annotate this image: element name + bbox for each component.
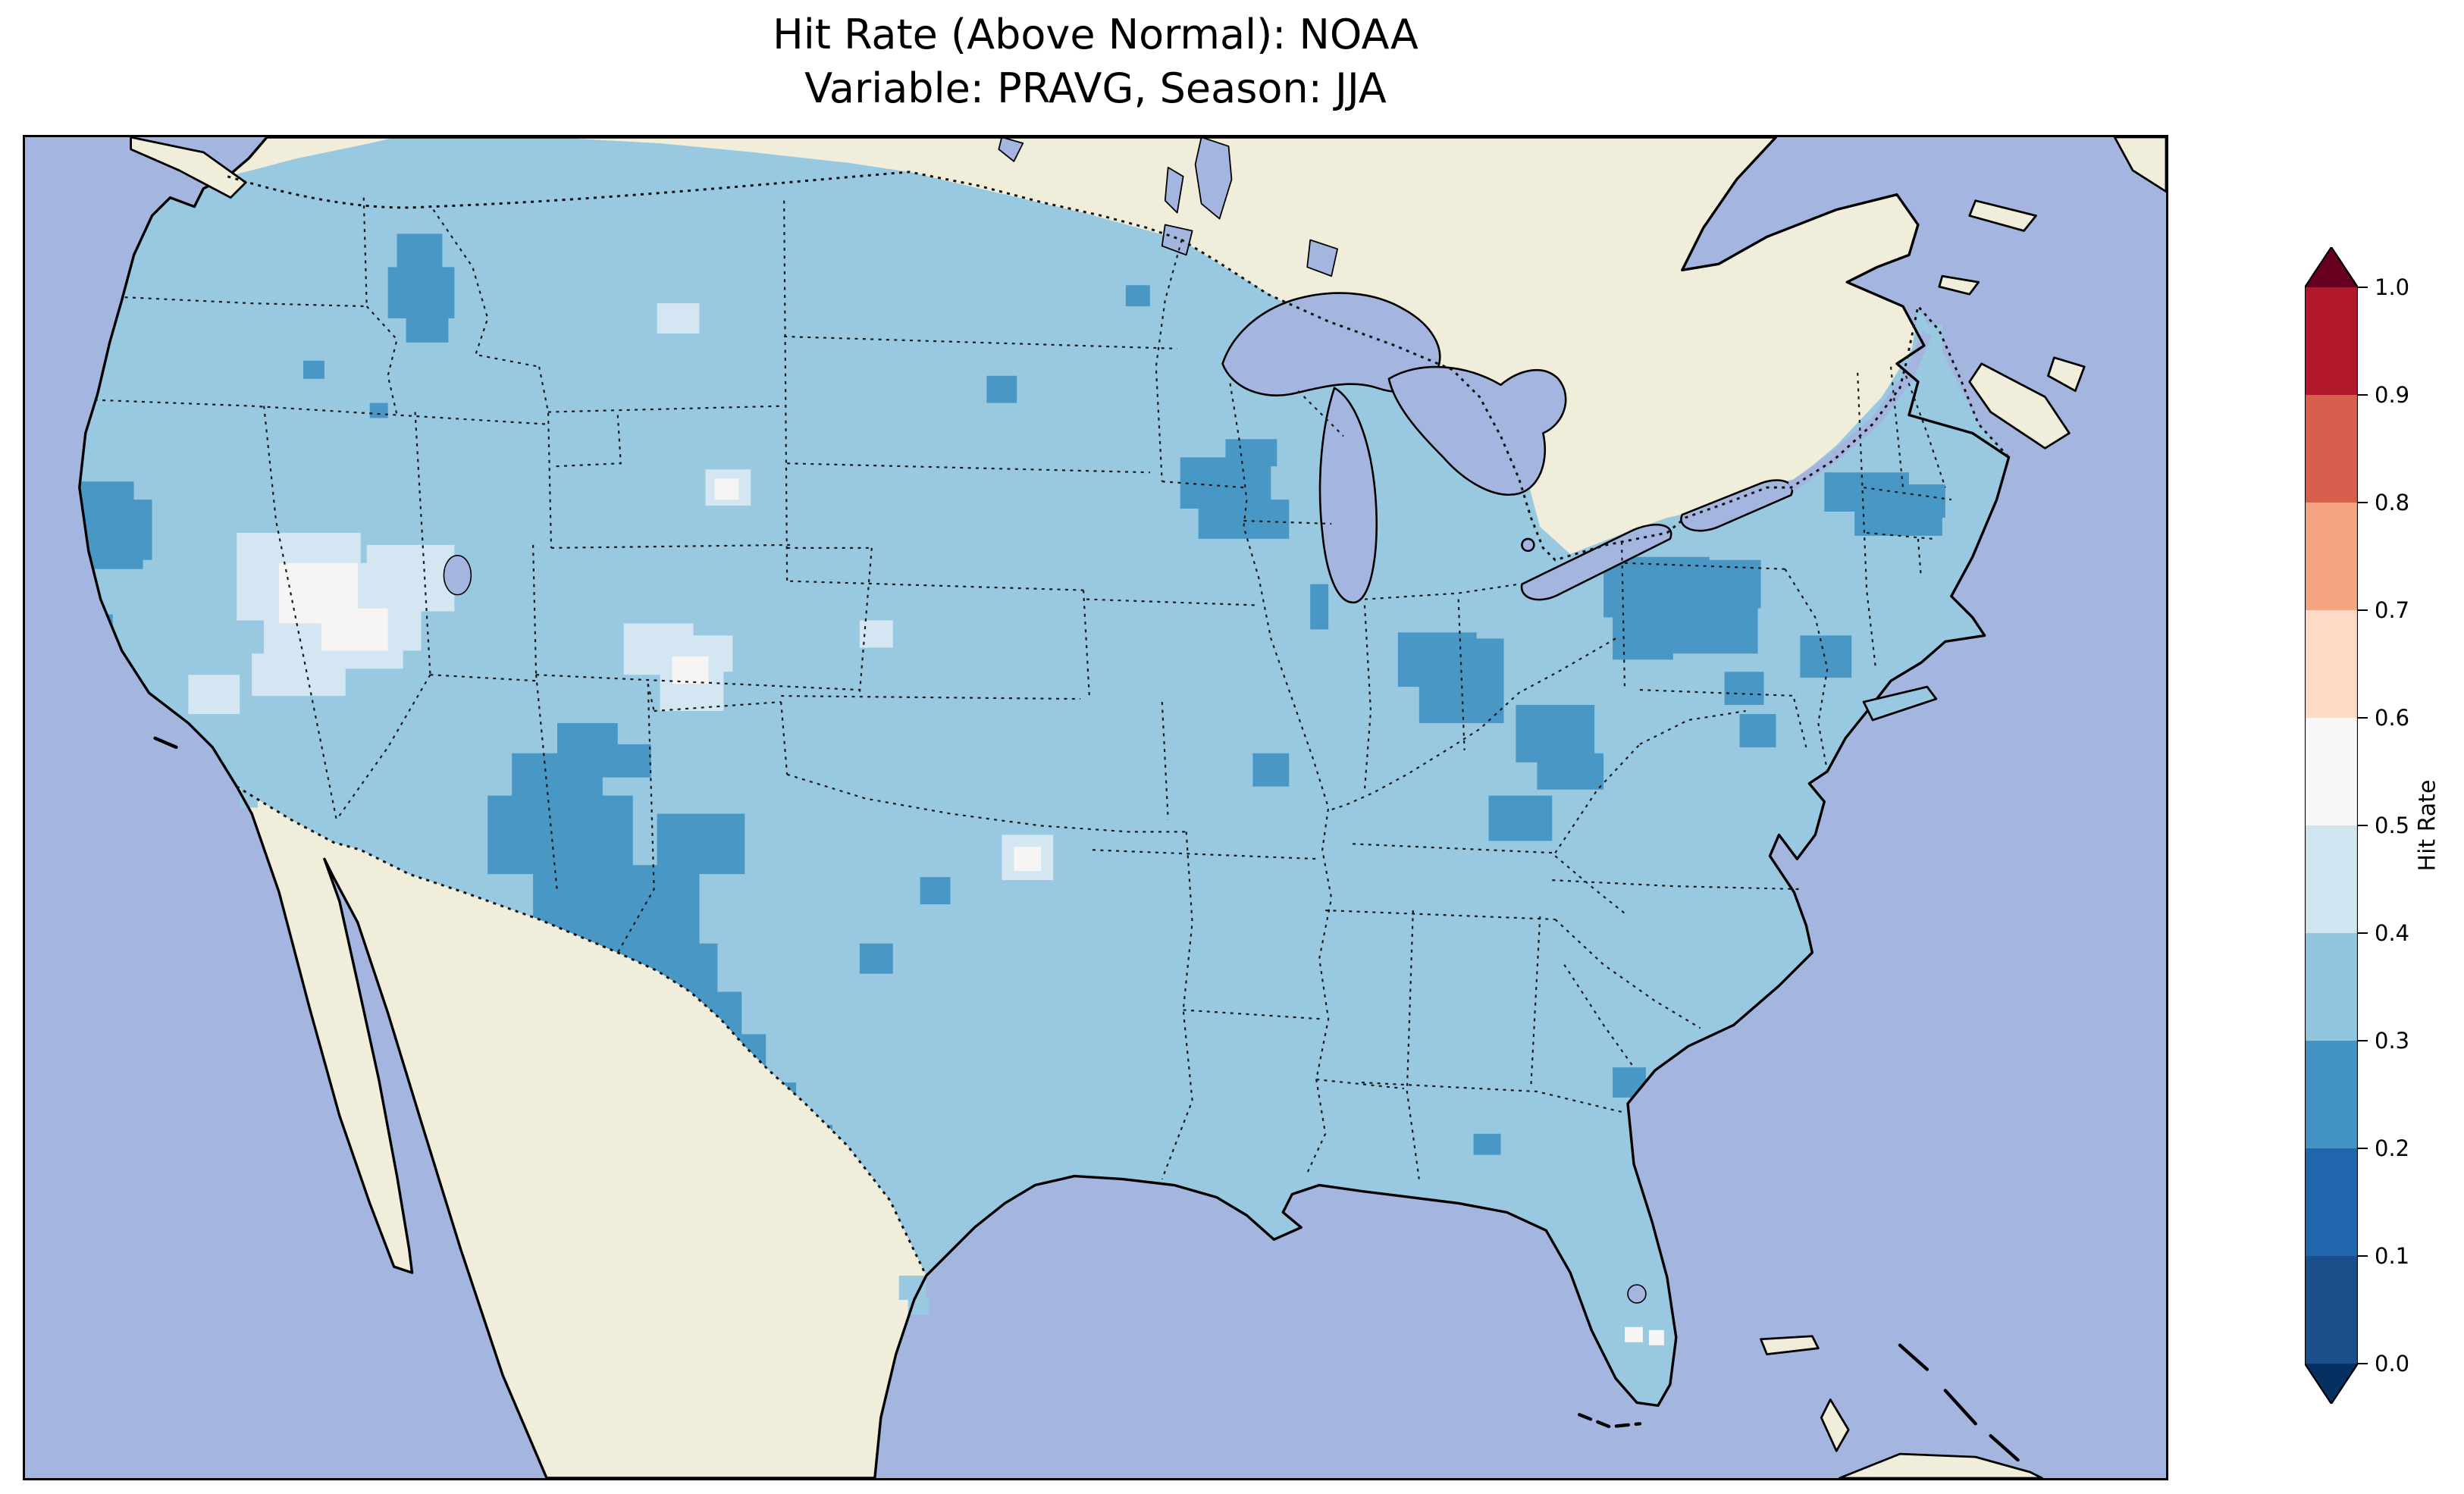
map-axes	[23, 135, 2168, 1480]
colorbar-under-arrow	[2305, 1364, 2358, 1404]
figure-title-line2: Variable: PRAVG, Season: JJA	[804, 64, 1387, 113]
newfoundland-corner	[2113, 137, 2166, 193]
canada-lakes	[998, 137, 1338, 277]
lake-erie	[1520, 524, 1672, 601]
bahamas-chain	[1898, 1343, 2020, 1462]
florida-keys	[1577, 1413, 1642, 1429]
colorbar-tick-mark	[2358, 394, 2368, 396]
island-chains	[153, 736, 2020, 1462]
lake-manitoba	[1164, 166, 1184, 214]
great-salt-lake	[443, 555, 472, 596]
lake-of-the-woods	[1161, 224, 1193, 256]
colorbar-tick-mark	[2358, 1040, 2368, 1041]
channel-islands	[153, 736, 178, 750]
colorbar-segment	[2305, 718, 2358, 825]
colorbar-segment	[2305, 610, 2358, 718]
colorbar-tick-mark	[2358, 1255, 2368, 1257]
colorbar-segment	[2305, 933, 2358, 1041]
lake-ontario	[1680, 479, 1794, 532]
map-canvas	[25, 137, 2166, 1478]
colorbar-tick-mark	[2358, 287, 2368, 288]
lake-nipigon	[1306, 239, 1338, 277]
colorbar-segment	[2305, 503, 2358, 610]
st-lawrence-river	[1788, 331, 1933, 492]
cape-breton	[2047, 356, 2086, 393]
figure-title-line1: Hit Rate (Above Normal): NOAA	[773, 11, 1419, 58]
hit-rate-patches-0_4-0_5	[188, 303, 1054, 881]
lake-st-clair	[1521, 537, 1535, 553]
andros-island	[1820, 1398, 1850, 1452]
great-lakes	[443, 292, 1794, 1304]
figure-title: Hit Rate (Above Normal): NOAA Variable: …	[23, 8, 2168, 116]
long-island	[1862, 685, 1938, 722]
colorbar-segment	[2305, 1256, 2358, 1364]
lake-michigan	[1318, 387, 1378, 604]
colorbar-segment	[2305, 1148, 2358, 1256]
islands	[130, 137, 2166, 1478]
nova-scotia	[1968, 362, 2071, 449]
cuba-north-shore	[1838, 1452, 2043, 1478]
prince-edward-island	[1938, 274, 1980, 296]
colorbar	[2305, 247, 2358, 1404]
colorbar-tick-mark	[2358, 1148, 2368, 1149]
colorbar-segment	[2305, 825, 2358, 933]
colorbar-canvas	[2305, 247, 2358, 1404]
colorbar-segment	[2305, 395, 2358, 503]
hit-rate-data-layer	[79, 137, 2009, 1406]
colorbar-ticks: 1.0 0.9 0.8 0.7 0.6 0.5 0.4 0.3 0.2 0.1 0.0	[2358, 277, 2464, 1375]
colorbar-tick-mark	[2358, 717, 2368, 719]
state-borders	[94, 197, 1951, 1179]
lake-winnipeg	[1194, 137, 1233, 220]
lake-huron	[1387, 365, 1567, 496]
anticosti-island	[1968, 199, 2037, 232]
us-canada-border	[227, 171, 2010, 562]
lake-okeechobee	[1627, 1284, 1647, 1304]
colorbar-tick-mark	[2358, 932, 2368, 934]
colorbar-over-arrow	[2305, 247, 2358, 287]
colorbar-segment	[2305, 287, 2358, 395]
colorbar-tick-mark	[2358, 1363, 2368, 1364]
colorbar-segments	[2305, 287, 2358, 1364]
grand-bahama	[1760, 1335, 1820, 1356]
vancouver-island	[130, 137, 247, 199]
hit-rate-patches-0_2-0_3	[79, 233, 1945, 1324]
colorbar-tick-mark	[2358, 825, 2368, 826]
colorbar-axis-label: Hit Rate	[2414, 779, 2441, 872]
colorbar-tick-mark	[2358, 609, 2368, 611]
colorbar-tick-mark	[2358, 502, 2368, 503]
colorbar-segment	[2305, 1041, 2358, 1148]
canada-lake-small	[998, 137, 1024, 162]
